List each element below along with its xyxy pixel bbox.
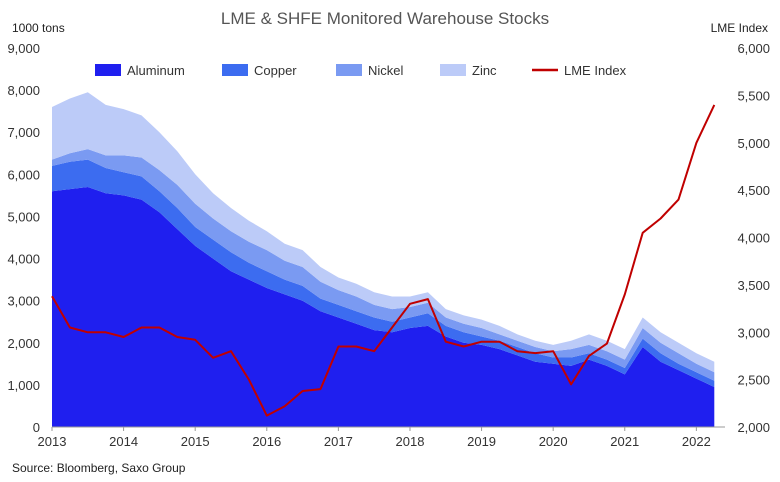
legend-swatch bbox=[95, 64, 121, 76]
y-right-tick-label: 2,500 bbox=[737, 373, 770, 388]
y-right-tick-label: 3,000 bbox=[737, 325, 770, 340]
legend-label: LME Index bbox=[564, 63, 627, 78]
y-left-tick-label: 0 bbox=[33, 420, 40, 435]
legend-swatch bbox=[336, 64, 362, 76]
y-left-tick-label: 9,000 bbox=[7, 41, 40, 56]
y-left-tick-label: 1,000 bbox=[7, 378, 40, 393]
x-tick-label: 2020 bbox=[539, 434, 568, 449]
legend-label: Nickel bbox=[368, 63, 404, 78]
area-aluminum bbox=[52, 187, 715, 427]
y-right-tick-label: 3,500 bbox=[737, 278, 770, 293]
x-tick-label: 2018 bbox=[396, 434, 425, 449]
area-copper bbox=[52, 159, 715, 387]
x-tick-label: 2014 bbox=[109, 434, 138, 449]
y-right-tick-label: 4,500 bbox=[737, 183, 770, 198]
y-right-tick-label: 4,000 bbox=[737, 231, 770, 246]
right-axis-unit: LME Index bbox=[711, 21, 768, 35]
y-right-tick-label: 5,500 bbox=[737, 88, 770, 103]
y-left-tick-label: 2,000 bbox=[7, 336, 40, 351]
legend-swatch bbox=[440, 64, 466, 76]
legend-label: Zinc bbox=[472, 63, 497, 78]
legend-item-nickel: Nickel bbox=[336, 63, 404, 78]
y-left-tick-label: 8,000 bbox=[7, 83, 40, 98]
legend-item-copper: Copper bbox=[222, 63, 297, 78]
x-tick-label: 2022 bbox=[682, 434, 711, 449]
chart-title: LME & SHFE Monitored Warehouse Stocks bbox=[221, 9, 549, 28]
legend: Aluminum Copper Nickel Zinc LME Index bbox=[95, 63, 627, 78]
areas-layer bbox=[52, 92, 715, 427]
legend-item-zinc: Zinc bbox=[440, 63, 497, 78]
legend-swatch bbox=[222, 64, 248, 76]
source-note: Source: Bloomberg, Saxo Group bbox=[12, 461, 186, 475]
x-tick-label: 2021 bbox=[610, 434, 639, 449]
x-tick-label: 2013 bbox=[38, 434, 67, 449]
x-tick-label: 2017 bbox=[324, 434, 353, 449]
x-tick-label: 2015 bbox=[181, 434, 210, 449]
y-left-tick-label: 3,000 bbox=[7, 294, 40, 309]
y-left-tick-label: 6,000 bbox=[7, 167, 40, 182]
line-layer bbox=[51, 104, 716, 417]
axes-layer: 2013 2014 2015 2016 2017 2018 2019 2020 2021 2022… bbox=[7, 41, 770, 449]
legend-label: Copper bbox=[254, 63, 297, 78]
legend-item-aluminum: Aluminum bbox=[95, 63, 185, 78]
y-left-tick-label: 7,000 bbox=[7, 125, 40, 140]
y-left-tick-label: 4,000 bbox=[7, 252, 40, 267]
y-right-tick-label: 6,000 bbox=[737, 41, 770, 56]
y-left-tick-label: 5,000 bbox=[7, 209, 40, 224]
area-zinc bbox=[52, 92, 715, 373]
legend-item-lme-index: LME Index bbox=[532, 63, 627, 78]
x-tick-label: 2016 bbox=[252, 434, 281, 449]
left-axis-unit: 1000 tons bbox=[12, 21, 65, 35]
x-tick-label: 2019 bbox=[467, 434, 496, 449]
line-lme-index bbox=[51, 104, 716, 417]
legend-label: Aluminum bbox=[127, 63, 185, 78]
y-right-tick-label: 5,000 bbox=[737, 136, 770, 151]
y-right-tick-label: 2,000 bbox=[737, 420, 770, 435]
